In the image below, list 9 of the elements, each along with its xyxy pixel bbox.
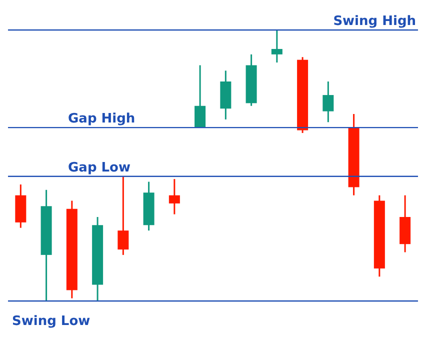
ref-line-label: Swing High xyxy=(333,14,416,29)
ref-line-label: Gap Low xyxy=(68,160,130,176)
candlestick xyxy=(322,80,334,123)
ref-line-label: Swing Low xyxy=(12,314,90,329)
candlestick xyxy=(168,178,180,216)
candlestick xyxy=(118,176,129,256)
ref-line-label: Gap High xyxy=(68,112,136,127)
candlestick xyxy=(271,30,282,64)
candlestick xyxy=(194,64,206,128)
